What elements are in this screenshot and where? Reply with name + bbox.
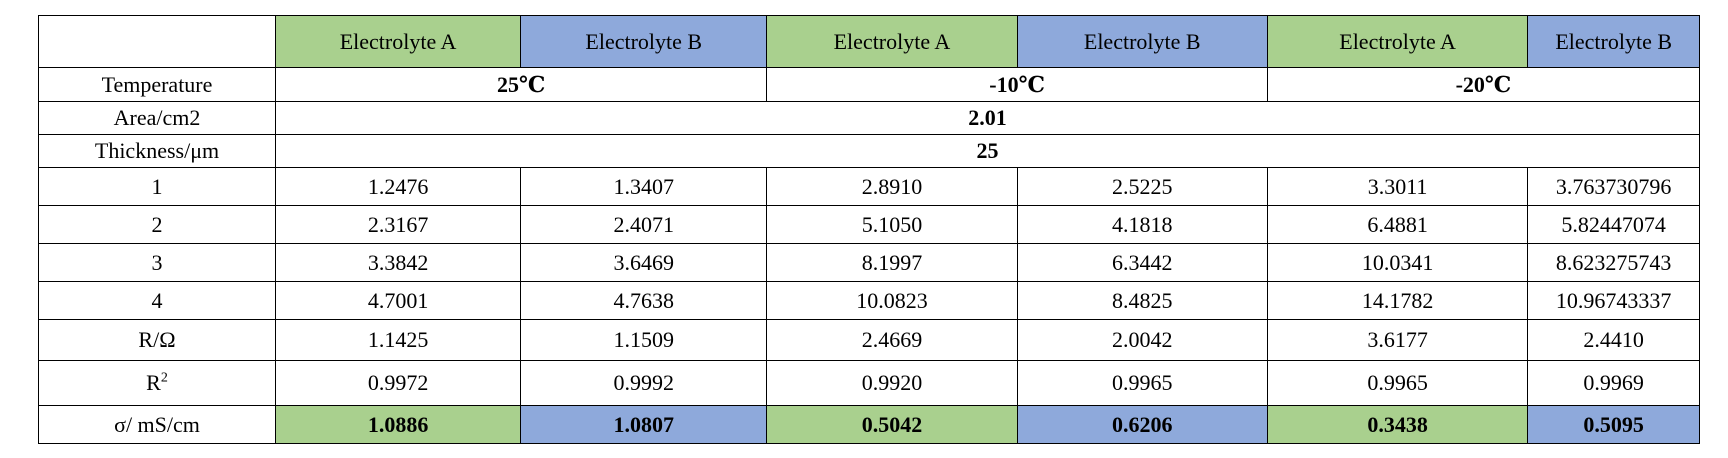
resistance-row: R/Ω 1.1425 1.1509 2.4669 2.0042 3.6177 2… bbox=[38, 319, 1700, 361]
table-cell: 2.3167 bbox=[274, 205, 522, 244]
table-row: 1 1.2476 1.3407 2.8910 2.5225 3.3011 3.7… bbox=[38, 167, 1700, 206]
table-cell: 4.1818 bbox=[1016, 205, 1268, 244]
table-cell: 5.82447074 bbox=[1527, 205, 1700, 244]
conductivity-cell: 0.5095 bbox=[1527, 405, 1700, 444]
conductivity-cell: 1.0807 bbox=[520, 405, 768, 444]
table-row: 3 3.3842 3.6469 8.1997 6.3442 10.0341 8.… bbox=[38, 243, 1700, 282]
table-cell: 0.9992 bbox=[520, 360, 768, 406]
table-cell: 4.7638 bbox=[520, 281, 768, 320]
row-label: 4 bbox=[38, 281, 276, 320]
resistance-label: R/Ω bbox=[38, 319, 276, 361]
header-electrolyte-b-25: Electrolyte B bbox=[520, 15, 768, 68]
temperature-label: Temperature bbox=[38, 67, 276, 102]
table-cell: 2.5225 bbox=[1016, 167, 1268, 206]
table-cell: 2.8910 bbox=[766, 167, 1018, 206]
table-cell: 10.96743337 bbox=[1527, 281, 1700, 320]
table-row: 2 2.3167 2.4071 5.1050 4.1818 6.4881 5.8… bbox=[38, 205, 1700, 244]
header-corner-cell bbox=[38, 15, 276, 68]
table-cell: 3.3842 bbox=[274, 243, 522, 282]
row-label: 1 bbox=[38, 167, 276, 206]
table-cell: 6.3442 bbox=[1016, 243, 1268, 282]
table-cell: 2.4669 bbox=[766, 319, 1018, 361]
conductivity-row: σ/ mS/cm 1.0886 1.0807 0.5042 0.6206 0.3… bbox=[38, 405, 1700, 444]
table-cell: 2.4071 bbox=[520, 205, 768, 244]
temperature-row: Temperature 25℃ -10℃ -20℃ bbox=[38, 67, 1701, 102]
temperature-25: 25℃ bbox=[274, 67, 768, 102]
table-row: 4 4.7001 4.7638 10.0823 8.4825 14.1782 1… bbox=[38, 281, 1700, 320]
table-cell: 3.6177 bbox=[1266, 319, 1529, 361]
thickness-row: Thickness/μm 25 bbox=[38, 134, 1701, 168]
table-cell: 0.9972 bbox=[274, 360, 522, 406]
row-label: 2 bbox=[38, 205, 276, 244]
table-cell: 3.6469 bbox=[520, 243, 768, 282]
r-squared-label-base: R bbox=[146, 370, 161, 395]
header-row: Electrolyte A Electrolyte B Electrolyte … bbox=[38, 15, 1700, 68]
table-cell: 1.3407 bbox=[520, 167, 768, 206]
table-cell: 3.763730796 bbox=[1527, 167, 1700, 206]
conductivity-table: Electrolyte A Electrolyte B Electrolyte … bbox=[38, 15, 1701, 444]
r-squared-row: R2 0.9972 0.9992 0.9920 0.9965 0.9965 0.… bbox=[38, 360, 1700, 406]
table-cell: 6.4881 bbox=[1266, 205, 1529, 244]
table-cell: 4.7001 bbox=[274, 281, 522, 320]
thickness-value: 25 bbox=[274, 134, 1701, 168]
table-cell: 1.1425 bbox=[274, 319, 522, 361]
table-cell: 2.4410 bbox=[1527, 319, 1700, 361]
area-value: 2.01 bbox=[274, 101, 1701, 135]
temperature-minus10: -10℃ bbox=[766, 67, 1268, 102]
table-cell: 5.1050 bbox=[766, 205, 1018, 244]
table-cell: 3.3011 bbox=[1266, 167, 1529, 206]
table-cell: 10.0823 bbox=[766, 281, 1018, 320]
conductivity-cell: 1.0886 bbox=[274, 405, 522, 444]
table-cell: 0.9969 bbox=[1527, 360, 1700, 406]
r-squared-label-sup: 2 bbox=[160, 370, 168, 386]
conductivity-label: σ/ mS/cm bbox=[38, 405, 276, 444]
conductivity-cell: 0.5042 bbox=[766, 405, 1018, 444]
table-cell: 8.1997 bbox=[766, 243, 1018, 282]
conductivity-cell: 0.6206 bbox=[1016, 405, 1268, 444]
r-squared-label: R2 bbox=[38, 360, 276, 406]
table-cell: 0.9920 bbox=[766, 360, 1018, 406]
header-electrolyte-a-25: Electrolyte A bbox=[274, 15, 522, 68]
area-row: Area/cm2 2.01 bbox=[38, 101, 1701, 135]
table-cell: 1.2476 bbox=[274, 167, 522, 206]
header-electrolyte-b-minus10: Electrolyte B bbox=[1016, 15, 1268, 68]
temperature-minus20: -20℃ bbox=[1266, 67, 1701, 102]
header-electrolyte-a-minus10: Electrolyte A bbox=[766, 15, 1018, 68]
table-cell: 14.1782 bbox=[1266, 281, 1529, 320]
table-cell: 8.623275743 bbox=[1527, 243, 1700, 282]
table-cell: 0.9965 bbox=[1016, 360, 1268, 406]
conductivity-cell: 0.3438 bbox=[1266, 405, 1529, 444]
header-electrolyte-a-minus20: Electrolyte A bbox=[1266, 15, 1529, 68]
table-cell: 0.9965 bbox=[1266, 360, 1529, 406]
row-label: 3 bbox=[38, 243, 276, 282]
area-label: Area/cm2 bbox=[38, 101, 276, 135]
thickness-label: Thickness/μm bbox=[38, 134, 276, 168]
table-cell: 2.0042 bbox=[1016, 319, 1268, 361]
header-electrolyte-b-minus20: Electrolyte B bbox=[1527, 15, 1700, 68]
table-cell: 1.1509 bbox=[520, 319, 768, 361]
table-cell: 10.0341 bbox=[1266, 243, 1529, 282]
table-cell: 8.4825 bbox=[1016, 281, 1268, 320]
data-table-container: Electrolyte A Electrolyte B Electrolyte … bbox=[38, 15, 1701, 444]
